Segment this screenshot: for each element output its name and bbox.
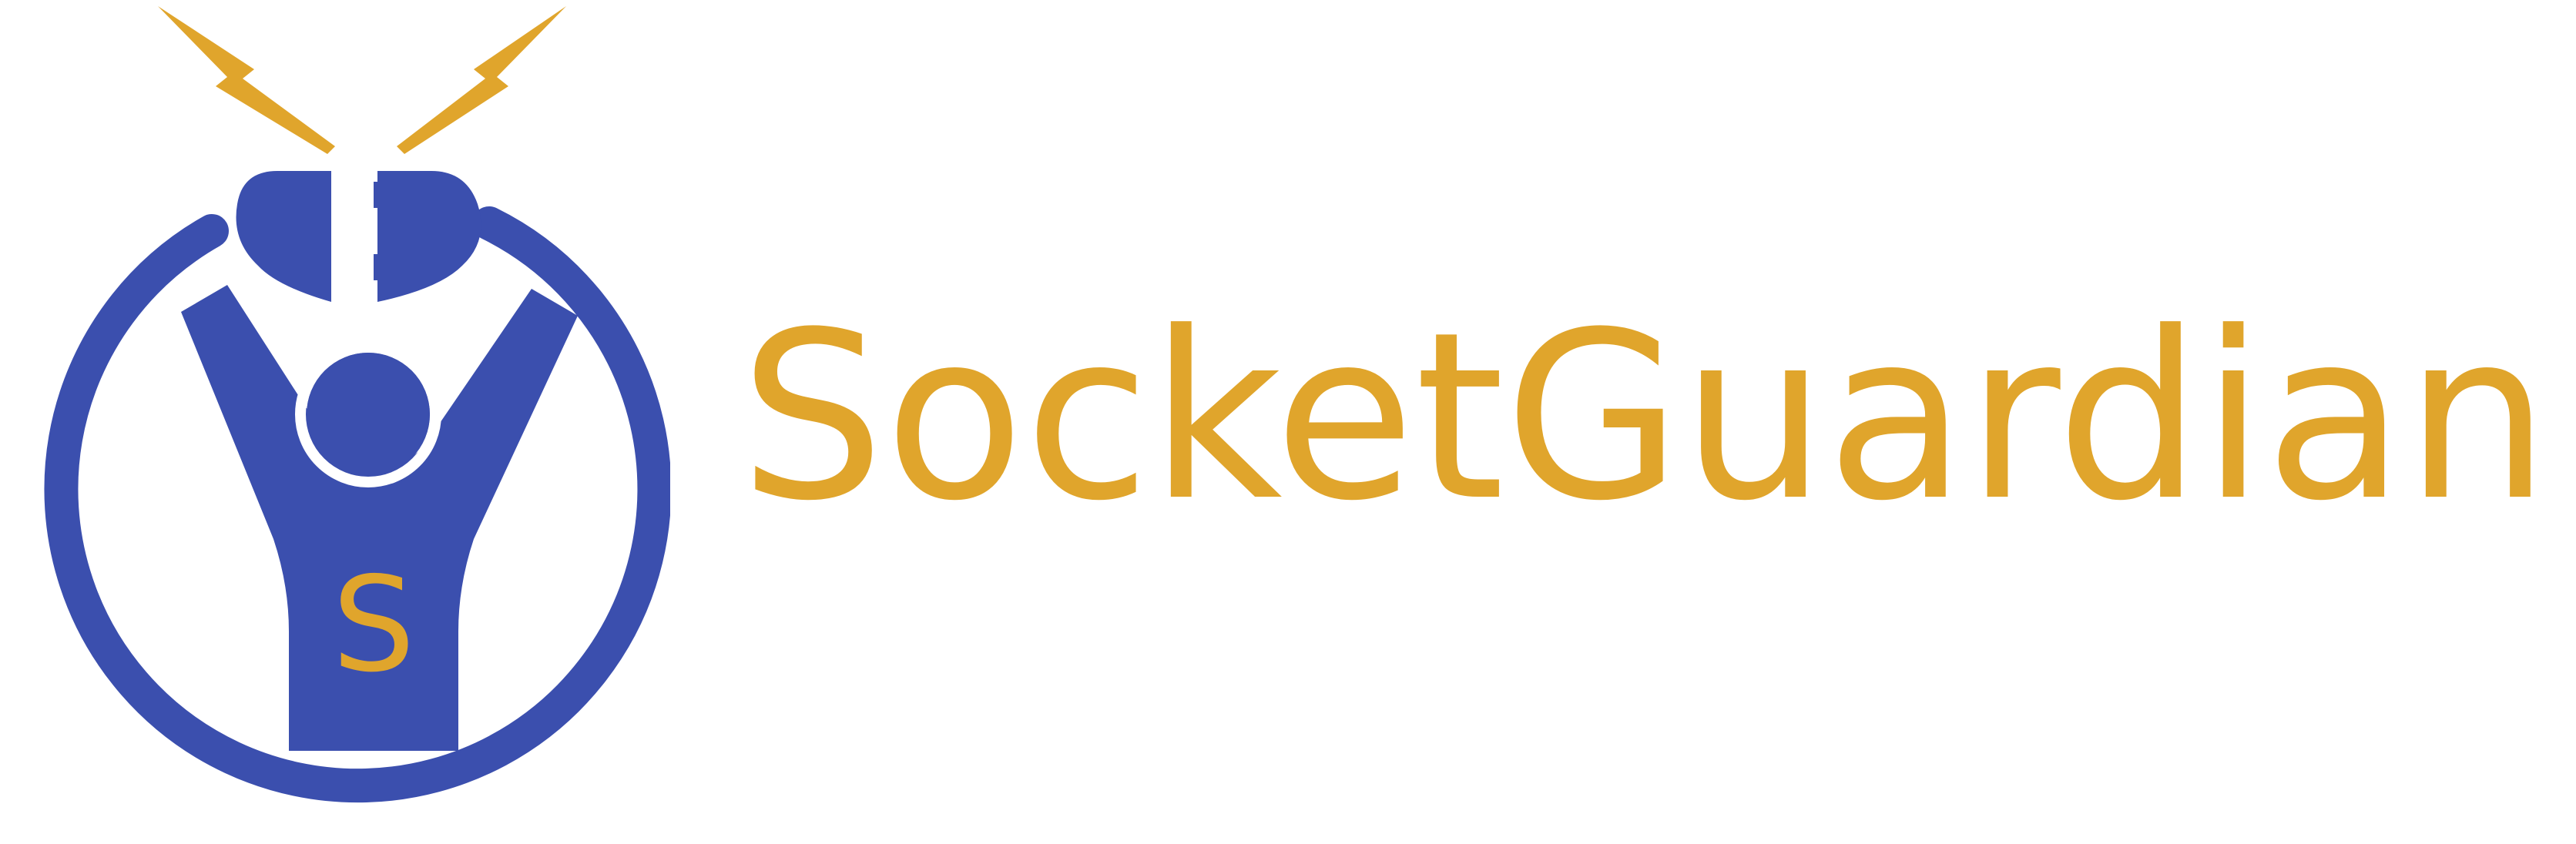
figure-head-gap bbox=[295, 341, 441, 487]
brand-wordmark: SocketGuardian bbox=[740, 285, 2550, 539]
plug-prong-top bbox=[374, 182, 421, 208]
plug-prong-bottom bbox=[374, 254, 421, 280]
plug-head-right bbox=[377, 171, 481, 302]
brand-name: SocketGuardian bbox=[740, 285, 2550, 539]
lightning-bolt-left-icon bbox=[158, 6, 335, 154]
emblem-icon: S bbox=[44, 6, 670, 803]
lightning-bolt-right-icon bbox=[397, 6, 566, 154]
emblem-ring bbox=[44, 206, 670, 803]
emblem-letter: S bbox=[332, 549, 415, 702]
figure-head-fill bbox=[307, 353, 430, 476]
figure-body bbox=[181, 285, 578, 751]
plug-head-left bbox=[236, 171, 331, 302]
